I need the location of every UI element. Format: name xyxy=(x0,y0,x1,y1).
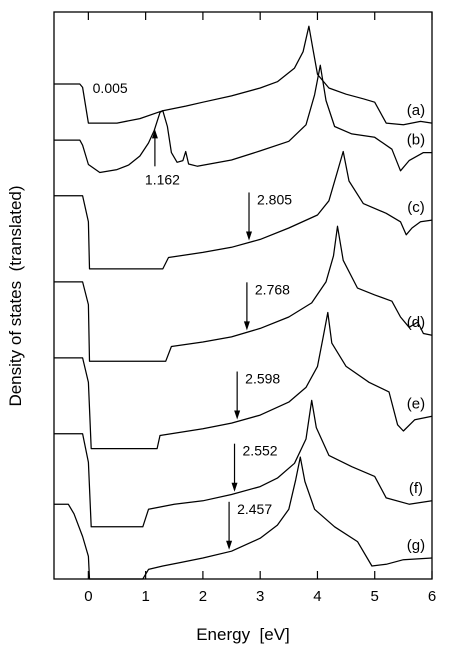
annotation-arrowhead xyxy=(243,321,250,331)
annotation-label: 1.162 xyxy=(145,171,180,187)
annotation-label: 2.768 xyxy=(255,281,290,297)
series-line xyxy=(54,399,433,528)
series-label: (a) xyxy=(407,102,425,119)
series-label: (f) xyxy=(409,480,423,497)
x-tick-label: 3 xyxy=(256,588,264,605)
x-tick-label: 0 xyxy=(84,588,92,605)
annotation-label: 2.552 xyxy=(243,443,278,459)
series-line xyxy=(54,456,433,580)
annotation-arrowhead xyxy=(151,129,158,139)
plot-frame xyxy=(53,11,433,580)
series-line xyxy=(54,25,433,126)
x-axis-label: Energy [eV] xyxy=(196,625,290,644)
series-line xyxy=(54,64,432,174)
annotation-label: 2.598 xyxy=(245,371,280,387)
annotation-label: 2.805 xyxy=(257,191,292,207)
series-label: (e) xyxy=(407,395,425,412)
x-ticks: 0 1 2 3 4 5 6 xyxy=(84,12,436,605)
series-line xyxy=(54,225,433,362)
series-line xyxy=(54,150,433,270)
x-tick-label: 1 xyxy=(141,588,149,605)
series-line xyxy=(54,311,433,450)
series-group xyxy=(54,25,433,580)
annotation-label: 2.457 xyxy=(237,501,272,517)
series-label: (b) xyxy=(407,132,425,149)
annotation-label: 0.005 xyxy=(93,80,128,96)
annotation-arrowhead xyxy=(226,540,233,550)
series-label: (g) xyxy=(407,537,425,554)
x-tick-label: 2 xyxy=(199,588,207,605)
y-axis-label: Density of states (translated) xyxy=(6,185,25,406)
annotation-arrowhead xyxy=(246,231,253,241)
x-tick-label: 6 xyxy=(428,588,436,605)
annotation-arrowhead xyxy=(234,410,241,420)
series-label: (c) xyxy=(407,199,425,216)
x-tick-label: 4 xyxy=(313,588,321,605)
x-tick-label: 5 xyxy=(371,588,379,605)
annotation-arrowhead xyxy=(231,482,238,492)
annotation-group: 0.005 1.162 2.805 2.768 2.598 2.552 2.457 xyxy=(93,80,292,550)
series-label: (d) xyxy=(407,314,425,331)
series-labels: (a) (b) (c) (d) (e) (f) (g) xyxy=(407,102,425,554)
